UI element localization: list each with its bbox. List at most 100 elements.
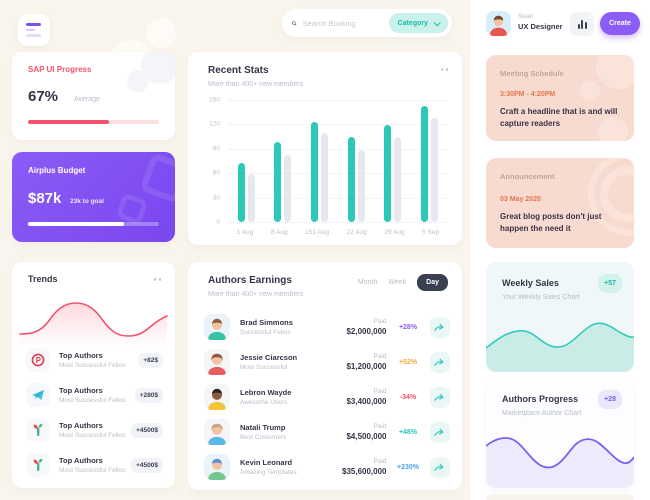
- airplus-card-title: Airplus Budget: [28, 166, 86, 175]
- telegram-icon: [26, 383, 50, 407]
- sap-progress-value: 67%: [28, 88, 59, 105]
- previous-bar: [247, 174, 255, 222]
- tab-week[interactable]: Week: [388, 279, 407, 286]
- trend-badge: +4500$: [131, 422, 163, 438]
- trend-item-subtitle: Most Successful Fellos: [59, 362, 126, 369]
- more-options-icon[interactable]: [153, 278, 161, 281]
- more-options-icon[interactable]: [440, 68, 448, 71]
- previous-bar: [321, 132, 329, 222]
- avatar-illustration: [486, 11, 511, 36]
- bar-chart-icon: [581, 20, 583, 29]
- airplus-goal-label: 23k to goal: [70, 198, 104, 205]
- bar-group[interactable]: [421, 105, 439, 222]
- paid-amount: $3,400,000: [346, 397, 387, 406]
- author-row[interactable]: Lebron Wayde Awesome Users Paid $3,400,0…: [204, 382, 451, 412]
- recent-stats-subtitle: More than 400+ new members: [208, 81, 304, 88]
- author-name: Lebron Wayde: [240, 388, 292, 397]
- chevron-down-icon: [433, 18, 441, 26]
- category-dropdown[interactable]: Category: [388, 13, 448, 33]
- y-axis-tick: 120: [209, 120, 220, 128]
- row-arrow-button[interactable]: [429, 351, 451, 373]
- bar-group[interactable]: [311, 121, 329, 222]
- paid-label: Paid: [373, 423, 387, 430]
- user-avatar[interactable]: [486, 11, 511, 36]
- trend-list-item[interactable]: P Top Authors Most Successful Fellos +82…: [26, 346, 163, 374]
- change-percent: +28%: [398, 323, 418, 331]
- weekly-sales-badge: +57: [598, 274, 622, 293]
- create-button[interactable]: Create: [600, 12, 640, 35]
- x-axis-tick: 29 Aug: [384, 229, 405, 236]
- user-role: UX Designer: [518, 22, 563, 31]
- bar-group[interactable]: [237, 162, 255, 222]
- background-blob: [146, 18, 176, 48]
- tab-day[interactable]: Day: [417, 274, 448, 291]
- paid-amount: $4,500,000: [346, 432, 387, 441]
- bar-chart-icon: [584, 22, 587, 29]
- airplus-progress-bar: [28, 222, 159, 226]
- authors-progress-card: Authors Progress Marketplace Author Char…: [486, 378, 634, 488]
- author-row[interactable]: Natali Trump Best Customers Paid $4,500,…: [204, 417, 451, 447]
- arrow-right-icon: [434, 428, 444, 436]
- current-bar: [421, 105, 429, 222]
- trend-item-title: Top Authors: [59, 351, 103, 360]
- row-arrow-button[interactable]: [429, 316, 451, 338]
- stats-icon-button[interactable]: [570, 12, 594, 36]
- row-arrow-button[interactable]: [429, 421, 451, 443]
- trend-list-item[interactable]: Top Authors Most Successful Fellos +4500…: [26, 451, 163, 479]
- trend-badge: +280$: [134, 387, 163, 403]
- paid-amount: $1,200,000: [346, 362, 387, 371]
- weekly-sales-title: Weekly Sales: [502, 278, 559, 288]
- change-percent: +52%: [398, 358, 418, 366]
- row-arrow-button[interactable]: [429, 386, 451, 408]
- bar-group[interactable]: [384, 125, 402, 222]
- bar-group[interactable]: [347, 137, 365, 222]
- arrow-right-icon: [434, 358, 444, 366]
- trend-list-item[interactable]: Top Authors Most Successful Fellos +280$: [26, 381, 163, 409]
- trend-list-item[interactable]: Top Authors Most Successful Fellos +4500…: [26, 416, 163, 444]
- sap-card-title: SAP UI Progress: [28, 65, 92, 74]
- bar-groups: [228, 100, 448, 222]
- hexagon-decoration: [115, 192, 149, 226]
- hamburger-line: [26, 28, 35, 32]
- avatar: [204, 384, 230, 410]
- author-row[interactable]: Jessie Ciarcson Most Successful Paid $1,…: [204, 347, 451, 377]
- authors-progress-badge: +28: [598, 390, 622, 409]
- announcement-title: Announcement: [500, 172, 555, 181]
- author-row[interactable]: Kevin Leonard Amazing Templates Paid $35…: [204, 452, 451, 482]
- paid-label: Paid: [373, 458, 387, 465]
- author-subtitle: Amazing Templates: [240, 469, 297, 476]
- trend-item-title: Top Authors: [59, 386, 103, 395]
- gridline: [228, 173, 448, 175]
- tab-month[interactable]: Month: [357, 279, 378, 286]
- row-arrow-button[interactable]: [429, 456, 451, 478]
- airplus-budget-card: Airplus Budget $87k 23k to goal: [12, 152, 175, 242]
- circle-decoration: [596, 55, 634, 89]
- y-axis-tick: 60: [212, 169, 220, 177]
- search-input[interactable]: [302, 18, 389, 28]
- announcement-text: Great blog posts don't just happen the n…: [500, 212, 602, 234]
- bar-group[interactable]: [274, 142, 292, 222]
- authors-earnings-subtitle: More than 400+ new members: [208, 291, 304, 298]
- author-row[interactable]: Brad Simmons Successful Fellos Paid $2,0…: [204, 312, 451, 342]
- current-bar: [311, 121, 319, 222]
- author-name: Kevin Leonard: [240, 458, 293, 467]
- paid-amount: $2,000,000: [346, 327, 387, 336]
- hamburger-menu-button[interactable]: [18, 14, 50, 46]
- sap-progress-bar: [28, 119, 159, 124]
- hamburger-line: [26, 23, 41, 26]
- circle-decoration: [580, 81, 600, 101]
- pinterest-icon: P: [26, 348, 50, 372]
- next-card-sliver: [486, 494, 634, 500]
- hamburger-line: [26, 34, 41, 37]
- trend-badge: +4500$: [131, 457, 163, 473]
- gridline: [228, 100, 448, 101]
- previous-bar: [431, 117, 439, 222]
- paid-amount: $35,600,000: [342, 467, 387, 476]
- sap-progress-label: Average: [74, 96, 100, 103]
- authors-progress-subtitle: Marketplace Author Chart: [502, 410, 582, 417]
- change-percent: -34%: [399, 393, 417, 401]
- earnings-period-tabs: Month Week Day: [358, 274, 448, 291]
- author-subtitle: Awesome Users: [240, 399, 288, 406]
- gridline: [228, 124, 448, 126]
- trends-title: Trends: [28, 274, 58, 284]
